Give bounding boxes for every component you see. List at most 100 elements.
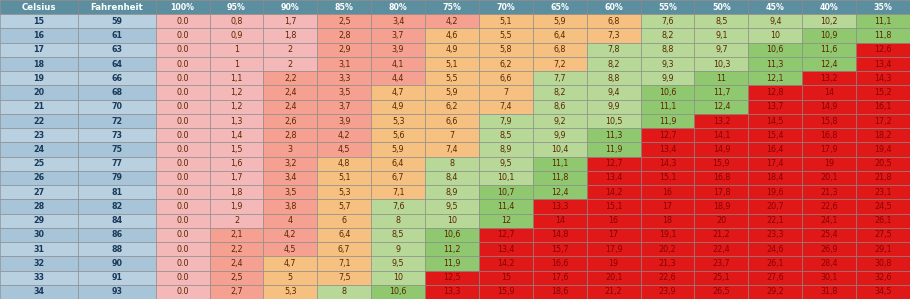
Text: 1,5: 1,5 (230, 145, 243, 154)
Bar (156, 199, 209, 213)
Bar (425, 28, 479, 43)
Text: 13,2: 13,2 (821, 74, 838, 83)
Text: 6,6: 6,6 (446, 117, 459, 126)
Bar (803, 185, 856, 199)
Text: 10,5: 10,5 (605, 117, 622, 126)
Bar (209, 256, 263, 271)
Text: 1,4: 1,4 (230, 131, 243, 140)
Text: 2,1: 2,1 (230, 231, 243, 239)
Bar (587, 128, 641, 142)
Text: 14,2: 14,2 (497, 259, 515, 268)
Bar (694, 0, 748, 14)
Text: 85%: 85% (335, 3, 354, 12)
Bar (78, 157, 156, 171)
Text: 17: 17 (609, 231, 619, 239)
Text: 2,2: 2,2 (230, 245, 243, 254)
Text: 4,7: 4,7 (392, 88, 404, 97)
Bar (263, 157, 318, 171)
Text: 11,3: 11,3 (605, 131, 622, 140)
Text: 3: 3 (288, 145, 293, 154)
Bar (371, 271, 425, 285)
Bar (156, 28, 209, 43)
Bar (156, 157, 209, 171)
Bar (856, 28, 910, 43)
Bar (425, 256, 479, 271)
Text: 16,8: 16,8 (821, 131, 838, 140)
Bar (479, 14, 533, 28)
Text: 7,9: 7,9 (500, 117, 512, 126)
Text: 8,2: 8,2 (553, 88, 566, 97)
Bar (318, 228, 371, 242)
Text: 15,1: 15,1 (605, 202, 622, 211)
Text: 23,9: 23,9 (659, 287, 676, 296)
Text: 3,5: 3,5 (338, 88, 350, 97)
Text: 10,6: 10,6 (766, 45, 784, 54)
Text: 32: 32 (34, 259, 45, 268)
Bar (803, 28, 856, 43)
Text: 14,9: 14,9 (713, 145, 730, 154)
Text: 11,7: 11,7 (713, 88, 730, 97)
Bar (533, 157, 587, 171)
Bar (694, 43, 748, 57)
Bar (587, 242, 641, 256)
Bar (533, 142, 587, 157)
Bar (641, 114, 694, 128)
Text: 3,1: 3,1 (338, 60, 350, 68)
Text: 4,7: 4,7 (284, 259, 297, 268)
Text: 22,6: 22,6 (659, 273, 676, 282)
Bar (425, 57, 479, 71)
Bar (0, 242, 78, 256)
Text: 2,5: 2,5 (230, 273, 243, 282)
Bar (318, 242, 371, 256)
Text: 13,7: 13,7 (766, 102, 784, 111)
Text: 8,2: 8,2 (662, 31, 673, 40)
Text: 9: 9 (396, 245, 400, 254)
Text: 9,5: 9,5 (446, 202, 459, 211)
Bar (803, 242, 856, 256)
Text: 19: 19 (824, 159, 834, 168)
Bar (263, 285, 318, 299)
Bar (748, 157, 803, 171)
Bar (78, 199, 156, 213)
Bar (425, 71, 479, 86)
Text: 8,4: 8,4 (446, 173, 459, 182)
Text: 1,8: 1,8 (284, 31, 297, 40)
Bar (156, 213, 209, 228)
Text: 5,1: 5,1 (338, 173, 350, 182)
Bar (425, 271, 479, 285)
Text: 5: 5 (288, 273, 293, 282)
Bar (479, 271, 533, 285)
Bar (0, 171, 78, 185)
Text: 77: 77 (111, 159, 122, 168)
Bar (694, 71, 748, 86)
Bar (587, 285, 641, 299)
Bar (694, 128, 748, 142)
Bar (856, 285, 910, 299)
Text: 12,7: 12,7 (605, 159, 622, 168)
Text: 8,5: 8,5 (500, 131, 512, 140)
Text: 2: 2 (288, 45, 293, 54)
Bar (748, 14, 803, 28)
Text: 5,9: 5,9 (392, 145, 404, 154)
Text: 19,1: 19,1 (659, 231, 676, 239)
Bar (856, 242, 910, 256)
Text: 17,4: 17,4 (766, 159, 784, 168)
Bar (694, 142, 748, 157)
Text: 6,2: 6,2 (500, 60, 512, 68)
Text: 24: 24 (34, 145, 45, 154)
Text: 23,1: 23,1 (875, 188, 892, 197)
Text: 16: 16 (662, 188, 672, 197)
Bar (748, 185, 803, 199)
Bar (318, 43, 371, 57)
Text: 15: 15 (501, 273, 511, 282)
Text: 0.0: 0.0 (177, 231, 189, 239)
Bar (641, 57, 694, 71)
Text: 0.0: 0.0 (177, 216, 189, 225)
Text: 11,1: 11,1 (659, 102, 676, 111)
Bar (78, 256, 156, 271)
Text: 9,9: 9,9 (662, 74, 673, 83)
Text: 19,6: 19,6 (766, 188, 784, 197)
Text: 10,9: 10,9 (821, 31, 838, 40)
Bar (479, 57, 533, 71)
Text: 18,9: 18,9 (713, 202, 730, 211)
